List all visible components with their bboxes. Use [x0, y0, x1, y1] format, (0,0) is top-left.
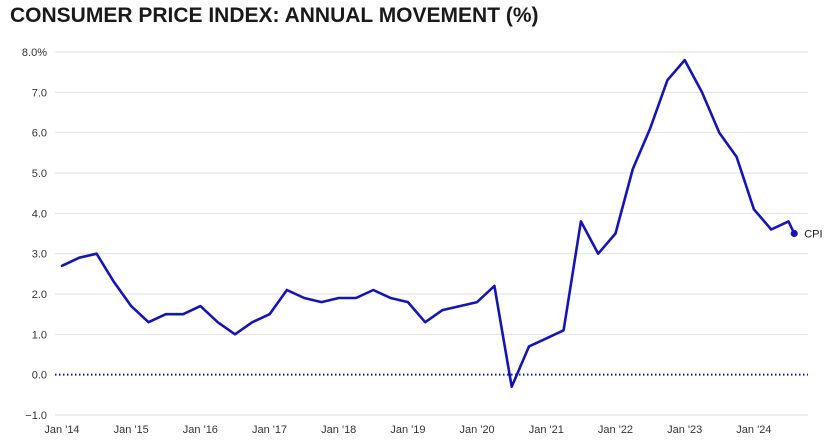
- x-tick-label: Jan '23: [667, 424, 702, 436]
- y-tick-label: 0.0: [32, 370, 47, 382]
- x-tick-label: Jan '15: [114, 424, 149, 436]
- y-tick-label: 7.0: [32, 87, 47, 99]
- x-tick-label: Jan '17: [252, 424, 287, 436]
- series-label: CPI: [804, 229, 822, 241]
- y-tick-label: 6.0: [32, 128, 47, 140]
- y-tick-label: 4.0: [32, 208, 47, 220]
- x-tick-label: Jan '20: [460, 424, 495, 436]
- y-tick-label: 8.0%: [22, 47, 47, 59]
- chart-title: CONSUMER PRICE INDEX: ANNUAL MOVEMENT (%…: [10, 4, 539, 27]
- x-tick-label: Jan '19: [390, 424, 425, 436]
- y-tick-label: 3.0: [32, 249, 47, 261]
- x-axis-ticks: Jan '14 Jan '15 Jan '16 Jan '17 Jan '18 Jan '…: [44, 424, 771, 436]
- last-point-marker: [790, 229, 798, 238]
- plot-area: CPI: [60, 58, 823, 389]
- x-tick-label: Jan '22: [598, 424, 633, 436]
- y-tick-label: −1.0: [25, 410, 47, 422]
- y-tick-label: 2.0: [32, 289, 47, 301]
- x-tick-label: Jan '21: [529, 424, 564, 436]
- y-axis-ticks: −1.0 0.0 1.0 2.0 3.0 4.0 5.0 6.0 7.0 8.0%: [22, 47, 47, 422]
- x-tick-label: Jan '16: [183, 424, 218, 436]
- y-tick-label: 1.0: [32, 329, 47, 341]
- gridlines: [55, 51, 808, 416]
- y-tick-label: 5.0: [32, 168, 47, 180]
- x-tick-label: Jan '18: [321, 424, 356, 436]
- x-tick-label: Jan '14: [44, 424, 79, 436]
- cpi-series-line: [60, 58, 796, 389]
- x-tick-label: Jan '24: [736, 424, 771, 436]
